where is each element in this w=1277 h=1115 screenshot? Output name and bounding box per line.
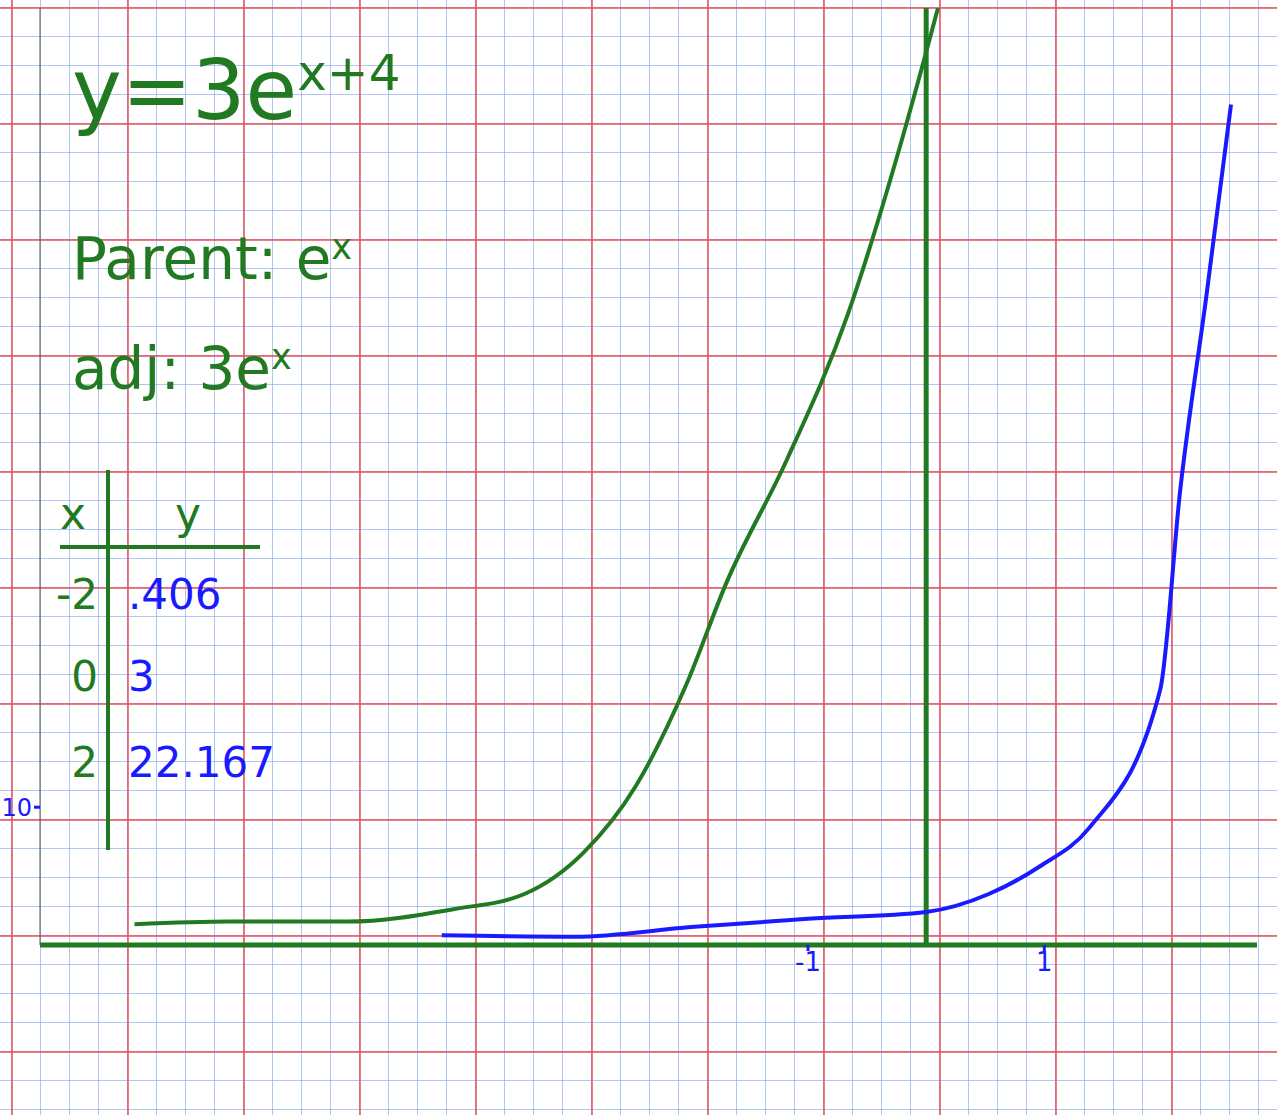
html-text:0: 0: [71, 652, 98, 701]
svg-text:10: 10: [1, 794, 32, 822]
html-text:.406: .406: [128, 570, 222, 619]
html-text:x: x: [60, 488, 86, 539]
svg-text:1: 1: [1036, 947, 1053, 977]
html-text:adj: 3ex: adj: 3ex: [72, 335, 292, 403]
html-text:-2: -2: [56, 570, 98, 619]
html-text:Parent: ex: Parent: ex: [72, 225, 353, 293]
html-text:2: 2: [71, 738, 98, 787]
html-text:y=3ex+4: y=3ex+4: [72, 41, 401, 139]
html-text:3: 3: [128, 652, 155, 701]
html-text:22.167: 22.167: [128, 738, 275, 787]
html-text:y: y: [175, 488, 201, 539]
svg-text:-1: -1: [795, 947, 821, 977]
